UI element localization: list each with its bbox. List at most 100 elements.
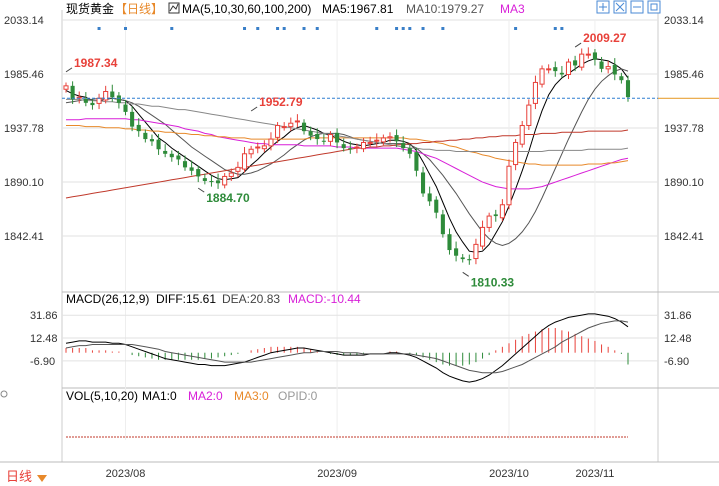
chart-title: 现货黄金: [66, 1, 114, 16]
candle-up: [605, 66, 611, 70]
high-annotation: 1952.79: [259, 95, 303, 109]
candle-down: [70, 85, 75, 100]
ma-line-ma200: [65, 129, 629, 199]
candle-down: [414, 152, 419, 171]
price-annotations: 1987.34 1952.79 2009.27 1884.70 1810.33: [65, 31, 627, 289]
candle-down: [401, 143, 406, 149]
candle-up: [281, 126, 287, 129]
event-marker: [401, 27, 405, 30]
triangle-down-icon[interactable]: [37, 475, 47, 482]
candle-down: [83, 98, 88, 103]
candle-up: [374, 139, 380, 142]
zoom-in-icon[interactable]: [613, 0, 627, 14]
macd-dea-line: [65, 320, 629, 374]
candle-down: [315, 133, 320, 140]
price-ytick-left: 1842.41: [4, 231, 44, 243]
price-ytick-left: 2033.14: [4, 15, 44, 27]
candle-down: [196, 169, 201, 177]
event-marker: [256, 27, 260, 30]
ma-toggle-icon[interactable]: [168, 2, 180, 14]
annotation-leader: [197, 187, 205, 193]
event-marker: [560, 27, 564, 30]
candle-up: [585, 53, 591, 56]
macd-value-label: MACD:-10.44: [288, 292, 361, 306]
candle-down: [169, 153, 174, 158]
candle-up: [513, 141, 519, 166]
low-annotation: 1810.33: [471, 275, 515, 289]
x-tick-label: 2023/08: [106, 468, 146, 480]
macd-panel: [65, 313, 629, 383]
event-marker: [170, 27, 174, 30]
candle-down: [454, 248, 459, 256]
candle-down: [176, 155, 181, 160]
candle-down: [90, 102, 95, 106]
candle-up: [294, 120, 300, 123]
price-ytick-right: 2033.14: [664, 15, 704, 27]
x-tick-label: 2023/09: [317, 468, 357, 480]
annotation-leader: [462, 271, 469, 277]
macd-ytick-right: 31.86: [664, 310, 692, 322]
candle-down: [467, 259, 472, 261]
low-annotation: 1884.70: [206, 191, 250, 205]
macd-diff-label: DIFF:15.61: [156, 292, 216, 306]
ma-lines: [65, 58, 629, 253]
ma-line-ma5: [65, 58, 629, 253]
expand-icon[interactable]: [647, 0, 661, 14]
event-marker: [421, 27, 425, 30]
candle-down: [407, 148, 412, 154]
candle-down: [143, 132, 148, 140]
candle-down: [182, 161, 188, 168]
x-axis-labels: 2023/08 2023/09 2023/10 2023/11: [106, 468, 615, 480]
candle-down: [573, 60, 578, 66]
candle-down: [110, 91, 115, 98]
ma-params-label: MA(5,10,30,60,100,200): [182, 2, 311, 16]
candle-up: [539, 68, 545, 85]
candle-up: [479, 226, 486, 247]
annotation-leader: [250, 106, 258, 112]
settings-icon[interactable]: [0, 390, 8, 398]
price-ytick-right: 1890.10: [664, 177, 704, 189]
macd-dea-label: DEA:20.83: [222, 292, 280, 306]
candle-down: [493, 214, 498, 217]
candlesticks: [63, 47, 631, 265]
candle-down: [163, 150, 168, 154]
candle-down: [123, 104, 128, 112]
ma-line-ma30: [66, 118, 629, 190]
macd-ytick-left: 31.86: [30, 310, 58, 322]
period-selector-label[interactable]: 日线: [6, 469, 32, 484]
candle-up: [526, 104, 532, 126]
macd-diff-line: [65, 313, 629, 383]
candle-down: [559, 72, 564, 75]
zoom-fit-icon[interactable]: [596, 0, 610, 14]
price-ytick-left: 1985.46: [4, 69, 44, 81]
macd-ytick-left: -6.90: [30, 356, 55, 368]
high-annotation: 2009.27: [583, 31, 627, 45]
vol-ma2-label: MA2:0: [188, 389, 223, 403]
period-badge[interactable]: 【日线】: [115, 2, 163, 16]
ma-line-ma10: [65, 68, 629, 247]
ma10-label: MA10:1979.27: [406, 2, 484, 16]
macd-ytick-right: 12.48: [664, 333, 692, 345]
zoom-out-icon[interactable]: [630, 0, 644, 14]
candle-down: [341, 144, 346, 149]
ma3-label: MA3: [500, 2, 525, 16]
candle-up: [222, 175, 228, 186]
ma-line-ma60: [66, 125, 629, 166]
candle-up: [103, 91, 109, 101]
candle-down: [189, 167, 194, 171]
candle-up: [499, 204, 505, 219]
candle-up: [63, 85, 69, 90]
macd-ytick-left: 12.48: [30, 333, 58, 345]
candle-down: [116, 95, 121, 103]
price-ytick-left: 1890.10: [4, 177, 44, 189]
candle-up: [546, 68, 552, 71]
y-axis-labels: 2033.14 2033.14 1985.46 1985.46 1937.78 1937.…: [4, 15, 704, 368]
candle-up: [248, 148, 254, 155]
candle-up: [228, 172, 234, 177]
candle-down: [447, 234, 452, 251]
candle-up: [360, 141, 367, 150]
event-marker: [408, 27, 412, 30]
candle-down: [136, 124, 141, 132]
candle-down: [209, 180, 214, 183]
